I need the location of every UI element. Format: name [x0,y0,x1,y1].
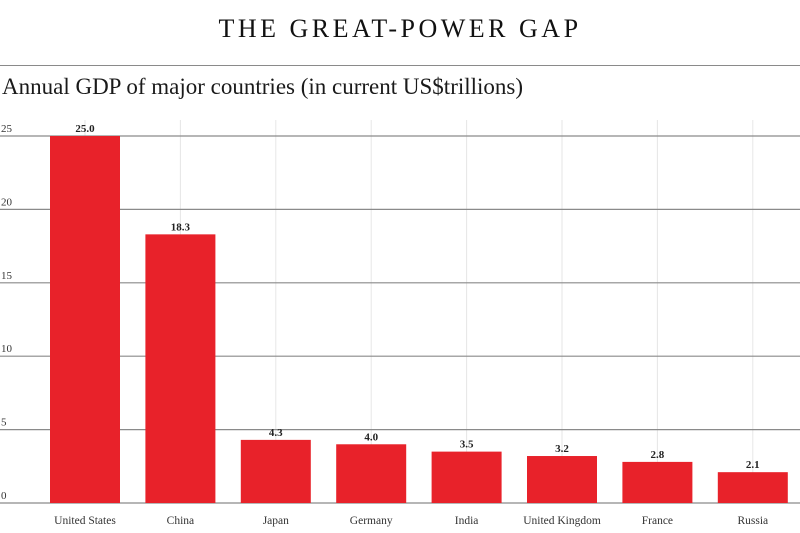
data-labels: 25.0 18.3 4.3 4.0 3.5 3.2 2.8 2.1 [75,123,759,471]
data-label: 3.2 [555,443,569,455]
bar-united-states [50,136,120,503]
data-label: 25.0 [75,123,95,135]
category-label: India [455,515,479,527]
data-label: 4.3 [269,427,283,439]
title-divider [0,65,800,66]
y-axis-tick-labels: 0 5 10 15 20 25 [1,123,13,502]
bar-japan [240,439,311,503]
category-label: United States [54,515,116,527]
category-label: Japan [263,515,289,527]
bars [50,136,788,503]
category-label: United Kingdom [523,515,601,527]
x-axis-category-labels: United States China Japan Germany India Unite… [54,515,768,527]
bar-russia [717,472,788,503]
y-tick-label: 10 [1,343,13,355]
y-tick-label: 5 [1,417,7,429]
bar-china [145,234,216,503]
chart-title: THE GREAT-POWER GAP [218,14,582,43]
chart-subtitle: Annual GDP of major countries (in curren… [2,74,524,99]
category-label: France [642,515,673,527]
category-label: China [167,515,194,527]
bar-united-kingdom [527,456,597,503]
category-label: Germany [350,515,393,527]
y-tick-label: 25 [1,123,13,135]
data-label: 2.8 [651,449,665,461]
data-label: 18.3 [171,221,191,233]
bar-germany [336,444,407,503]
bar-india [431,451,502,503]
data-label: 2.1 [746,459,760,471]
category-label: Russia [737,515,768,527]
data-label: 4.0 [364,431,378,443]
y-tick-label: 0 [1,490,7,502]
y-tick-label: 20 [1,196,13,208]
y-tick-label: 15 [1,270,13,282]
data-label: 3.5 [460,439,474,451]
vertical-gridlines [84,120,754,503]
bar-france [622,461,693,503]
